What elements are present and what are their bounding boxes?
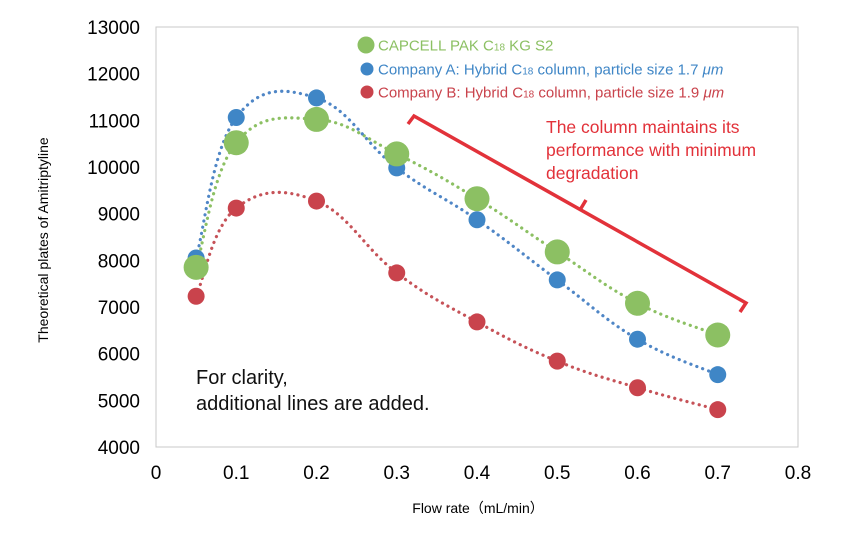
data-point-series-2 bbox=[548, 352, 566, 370]
legend-label-0: CAPCELL PAK C18 KG S2 bbox=[378, 38, 553, 55]
y-tick-label: 12000 bbox=[87, 65, 140, 86]
data-point-series-2 bbox=[629, 379, 646, 397]
data-point-series-1 bbox=[709, 366, 727, 384]
data-point-series-0 bbox=[705, 322, 731, 348]
data-point-series-2 bbox=[227, 199, 245, 217]
legend-label-1: Company A: Hybrid C18 column, particle s… bbox=[378, 62, 723, 79]
x-tick-label: 0.3 bbox=[384, 463, 410, 484]
callout-line-1: The column maintains its bbox=[546, 117, 740, 137]
x-tick-label: 0.2 bbox=[303, 463, 329, 484]
data-point-series-0 bbox=[544, 239, 570, 265]
data-point-series-0 bbox=[625, 290, 650, 316]
legend-marker-2 bbox=[360, 85, 374, 99]
callout-line-3: degradation bbox=[546, 163, 638, 183]
data-point-series-0 bbox=[464, 186, 490, 212]
series-line-1 bbox=[194, 89, 720, 377]
data-point-series-2 bbox=[187, 287, 205, 305]
data-point-series-0 bbox=[304, 106, 329, 132]
data-point-series-1 bbox=[227, 109, 245, 127]
y-tick-label: 5000 bbox=[98, 391, 140, 412]
data-point-series-0 bbox=[223, 130, 249, 156]
x-tick-label: 0 bbox=[151, 463, 162, 484]
data-point-series-1 bbox=[308, 89, 325, 107]
data-point-series-0 bbox=[384, 141, 410, 167]
x-tick-label: 0.8 bbox=[785, 463, 811, 484]
x-tick-label: 0.7 bbox=[705, 463, 731, 484]
y-axis-title: Theoretical plates of Amitriptyline bbox=[35, 137, 51, 343]
data-point-series-1 bbox=[548, 271, 566, 289]
x-tick-label: 0.6 bbox=[624, 463, 650, 484]
y-tick-label: 6000 bbox=[98, 345, 140, 366]
data-point-series-1 bbox=[629, 330, 646, 348]
callout-bracket bbox=[406, 113, 749, 313]
y-tick-label: 10000 bbox=[87, 158, 140, 179]
data-point-series-2 bbox=[468, 313, 486, 331]
y-tick-label: 9000 bbox=[98, 205, 140, 226]
y-tick-label: 8000 bbox=[98, 251, 140, 272]
y-tick-label: 11000 bbox=[89, 111, 140, 132]
data-point-series-1 bbox=[468, 211, 486, 229]
data-point-series-0 bbox=[183, 254, 209, 280]
x-axis-title: Flow rate（mL/min） bbox=[412, 500, 543, 516]
data-point-series-2 bbox=[388, 264, 406, 282]
note-line-2: additional lines are added. bbox=[196, 393, 430, 415]
legend-marker-1 bbox=[360, 62, 374, 76]
callout-annotation: The column maintains its performance wit… bbox=[546, 117, 756, 183]
y-tick-label: 4000 bbox=[98, 438, 140, 459]
note-line-1: For clarity, bbox=[196, 367, 288, 389]
y-tick-label: 13000 bbox=[87, 18, 140, 39]
legend: CAPCELL PAK C18 KG S2 Company A: Hybrid C… bbox=[357, 36, 724, 102]
y-tick-label: 7000 bbox=[98, 298, 140, 319]
x-tick-label: 0.4 bbox=[464, 463, 491, 484]
callout-line-2: performance with minimum bbox=[546, 140, 756, 160]
x-tick-label: 0.1 bbox=[223, 463, 249, 484]
data-point-series-2 bbox=[308, 192, 325, 210]
x-tick-label: 0.5 bbox=[544, 463, 570, 484]
note-annotation: For clarity, additional lines are added. bbox=[196, 367, 430, 415]
legend-marker-0 bbox=[357, 36, 375, 54]
plot-area-border bbox=[155, 26, 799, 448]
data-point-series-2 bbox=[709, 401, 727, 419]
legend-label-2: Company B: Hybrid C18 column, particle s… bbox=[378, 85, 724, 102]
